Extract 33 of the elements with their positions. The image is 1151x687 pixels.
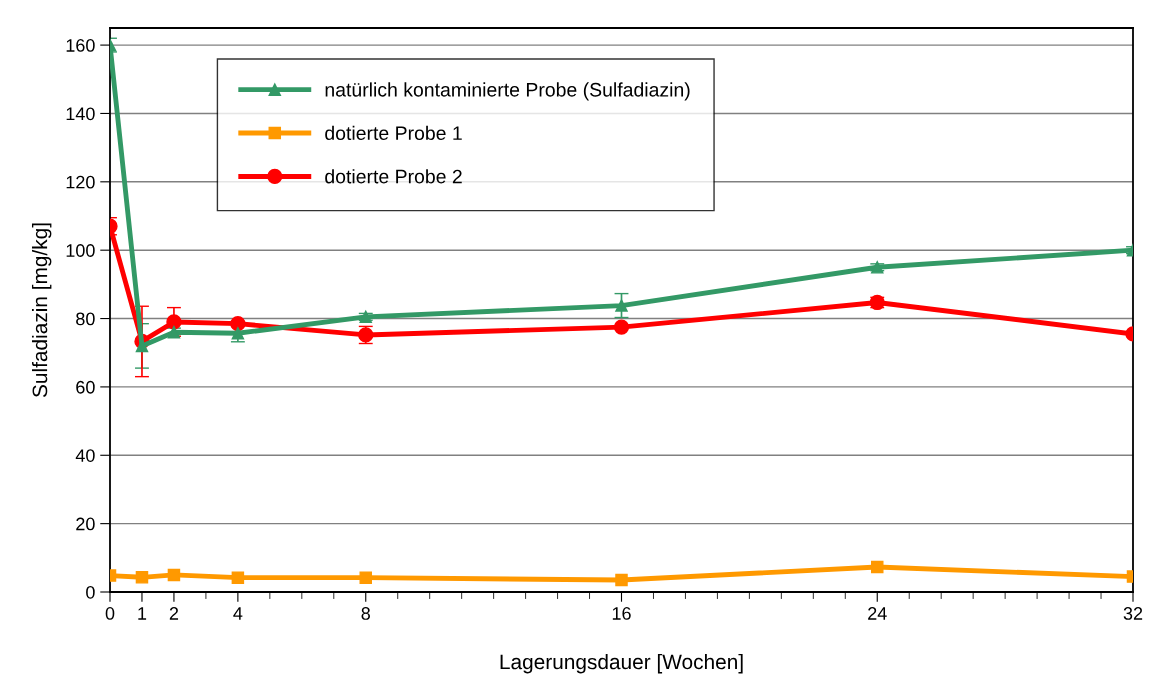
y-tick-label: 60 xyxy=(76,380,95,394)
x-tick-label: 0 xyxy=(105,607,115,620)
y-tick-label: 0 xyxy=(86,585,95,599)
x-tick-label: 16 xyxy=(612,607,631,620)
y-tick-label: 20 xyxy=(76,517,95,531)
point xyxy=(167,568,181,582)
x-tick-label: 2 xyxy=(169,607,179,620)
point xyxy=(359,310,373,324)
x-tick-label: 32 xyxy=(1123,607,1143,620)
x-tick-label: 8 xyxy=(361,607,370,620)
y-axis-title: Sulfadiazin [mg/kg] xyxy=(31,223,52,398)
y-tick-label: 100 xyxy=(66,244,95,257)
y-tick-label: 40 xyxy=(75,449,95,462)
point xyxy=(135,571,149,584)
y-tick-label: 140 xyxy=(66,107,95,121)
x-tick-label: 4 xyxy=(233,607,243,620)
legend-label: dotierte Probe 2 xyxy=(325,169,462,184)
x-tick-label: 24 xyxy=(868,607,887,620)
point xyxy=(615,573,628,587)
legend-label: natürlich kontaminierte Probe (Sulfadiazin) xyxy=(325,82,690,101)
point xyxy=(231,571,245,584)
x-axis-title: Lagerungsdauer [Wochen] xyxy=(500,653,743,674)
point xyxy=(359,571,373,584)
y-tick-label: 120 xyxy=(66,175,95,189)
x-tick-label: 1 xyxy=(138,607,147,620)
point xyxy=(615,299,628,312)
point xyxy=(870,560,884,574)
point xyxy=(613,319,630,335)
point xyxy=(230,316,246,332)
point xyxy=(166,314,182,330)
y-tick-label: 160 xyxy=(66,39,95,52)
y-tick-label: 80 xyxy=(76,312,95,326)
legend-label: dotierte Probe 1 xyxy=(325,125,462,141)
